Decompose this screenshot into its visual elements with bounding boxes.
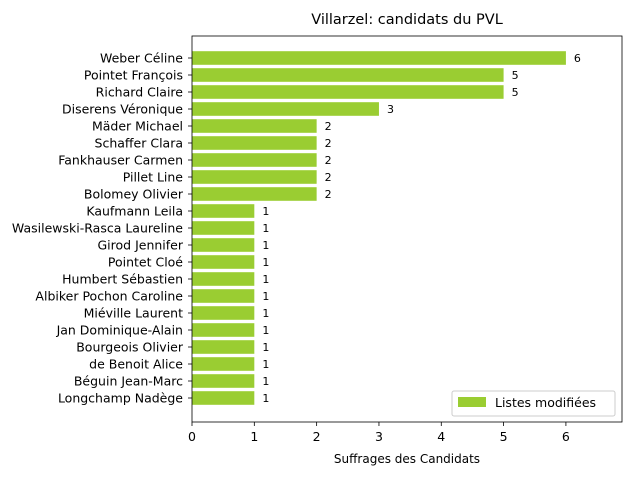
bar-value-label: 1 xyxy=(262,375,269,388)
x-tick-label: 6 xyxy=(562,429,570,444)
y-tick-label: Kaufmann Leila xyxy=(86,204,183,219)
bar xyxy=(192,272,255,286)
x-axis-ticks: 0 1 2 3 4 5 6 xyxy=(188,422,570,444)
bar xyxy=(192,374,255,388)
bar-value-label: 1 xyxy=(262,307,269,320)
bar-value-label: 3 xyxy=(387,103,394,116)
y-tick-label: Mäder Michael xyxy=(92,119,183,134)
y-tick-label: Weber Céline xyxy=(100,51,183,66)
bar xyxy=(192,323,255,337)
y-tick-label: Pointet François xyxy=(84,68,183,83)
bar xyxy=(192,170,317,184)
bar xyxy=(192,391,255,405)
legend-box xyxy=(451,390,616,417)
chart-title: Villarzel: candidats du PVL xyxy=(311,12,503,28)
y-tick-label: Albiker Pochon Caroline xyxy=(35,289,183,304)
bar xyxy=(192,255,255,269)
bar xyxy=(192,221,255,235)
bar-value-label: 5 xyxy=(512,86,519,99)
y-tick-label: Longchamp Nadège xyxy=(58,391,183,406)
bar xyxy=(192,187,317,201)
y-tick-label: Wasilewski-Rasca Laureline xyxy=(12,221,183,236)
bar-value-label: 1 xyxy=(262,358,269,371)
bar-value-label: 1 xyxy=(262,392,269,405)
y-tick-label: Pillet Line xyxy=(123,170,184,185)
bar-value-label: 1 xyxy=(262,341,269,354)
legend: Listes modifiées xyxy=(451,390,616,417)
axes-frame xyxy=(191,35,623,423)
y-tick-label: Humbert Sébastien xyxy=(62,272,183,287)
y-tick-label: Diserens Véronique xyxy=(62,102,183,117)
bar-value-label: 2 xyxy=(325,188,332,201)
y-tick-label: Bolomey Olivier xyxy=(84,187,184,202)
bars-group xyxy=(192,51,566,405)
bar xyxy=(192,51,566,65)
x-tick-label: 2 xyxy=(313,429,321,444)
bar-value-label: 2 xyxy=(325,120,332,133)
bar-value-label: 1 xyxy=(262,290,269,303)
bar-value-labels: 6 5 5 3 2 2 2 2 2 1 1 1 1 1 1 1 1 1 1 1 1 xyxy=(262,52,581,405)
bar-value-label: 1 xyxy=(262,324,269,337)
y-tick-label: de Benoit Alice xyxy=(89,357,183,372)
y-tick-label: Béguin Jean-Marc xyxy=(74,374,183,389)
x-axis-label: Suffrages des Candidats xyxy=(334,452,480,466)
bar-value-label: 2 xyxy=(325,137,332,150)
bar xyxy=(192,306,255,320)
bar xyxy=(192,340,255,354)
bar-value-label: 1 xyxy=(262,205,269,218)
bar-value-label: 1 xyxy=(262,239,269,252)
x-tick-label: 1 xyxy=(250,429,258,444)
y-tick-label: Miéville Laurent xyxy=(84,306,183,321)
bar-value-label: 2 xyxy=(325,154,332,167)
y-axis-ticks: Weber Céline Pointet François Richard Clai… xyxy=(12,51,192,406)
bar-value-label: 1 xyxy=(262,256,269,269)
x-tick-label: 0 xyxy=(188,429,196,444)
bar-value-label: 5 xyxy=(512,69,519,82)
y-tick-label: Schaffer Clara xyxy=(95,136,183,151)
legend-label: Listes modifiées xyxy=(495,395,596,410)
y-tick-label: Jan Dominique-Alain xyxy=(56,323,183,338)
bar xyxy=(192,68,504,82)
y-tick-label: Richard Claire xyxy=(96,85,184,100)
y-tick-label: Pointet Cloé xyxy=(108,255,183,270)
plot-frame xyxy=(191,35,623,423)
bar xyxy=(192,289,255,303)
bar-value-label: 1 xyxy=(262,222,269,235)
bar xyxy=(192,119,317,133)
bar-value-label: 1 xyxy=(262,273,269,286)
y-tick-label: Girod Jennifer xyxy=(97,238,183,253)
bar-value-label: 6 xyxy=(574,52,581,65)
bar xyxy=(192,153,317,167)
y-tick-label: Fankhauser Carmen xyxy=(58,153,183,168)
bar xyxy=(192,204,255,218)
legend-swatch xyxy=(458,397,486,407)
bar xyxy=(192,136,317,150)
y-tick-label: Bourgeois Olivier xyxy=(76,340,184,355)
x-tick-label: 3 xyxy=(375,429,383,444)
x-tick-label: 5 xyxy=(500,429,508,444)
bar xyxy=(192,85,504,99)
bar xyxy=(192,102,379,116)
bar xyxy=(192,238,255,252)
x-tick-label: 4 xyxy=(437,429,445,444)
bar-value-label: 2 xyxy=(325,171,332,184)
bar xyxy=(192,357,255,371)
